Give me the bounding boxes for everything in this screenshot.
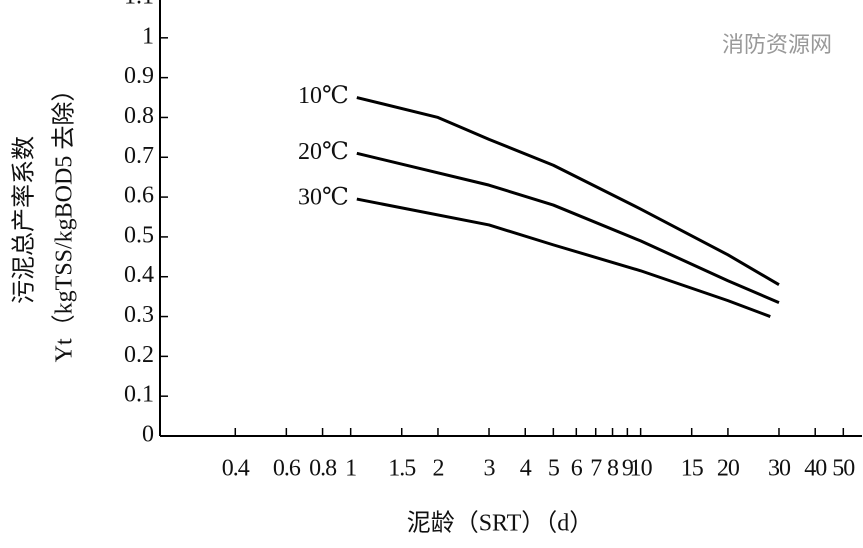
x-tick-label: 40 xyxy=(804,456,827,482)
y-axis-label: 污泥总产率系数 xyxy=(11,136,38,304)
x-tick-label: 20 xyxy=(717,456,740,482)
y-tick-label: 0.2 xyxy=(124,342,154,368)
x-tick-label: 50 xyxy=(832,456,855,482)
line xyxy=(356,151,780,304)
x-tick-label: 6 xyxy=(571,456,583,482)
x-tick-label: 2 xyxy=(432,456,443,482)
x-tick-label: 15 xyxy=(681,456,704,482)
x-tick-label: 1.5 xyxy=(388,456,416,482)
x-tick-label: 9 xyxy=(622,456,634,482)
line xyxy=(356,197,771,318)
y-tick-label: 0.6 xyxy=(124,183,154,209)
y-tick-label: 0.8 xyxy=(124,103,154,129)
series-label: 30℃ xyxy=(298,185,349,211)
series-label: 20℃ xyxy=(298,139,349,165)
x-tick-label: 8 xyxy=(607,456,619,482)
watermark: 消防资源网 xyxy=(722,33,832,58)
x-tick-label: 0.4 xyxy=(222,456,250,482)
y-tick-label: 1 xyxy=(142,23,154,49)
x-tick-label: 0.8 xyxy=(309,456,337,482)
x-tick-label: 1 xyxy=(345,456,356,482)
y-tick-label: 1.1 xyxy=(124,0,154,10)
x-tick-label: 10 xyxy=(630,456,653,482)
line xyxy=(356,96,780,286)
x-axis-label: 泥龄（SRT）（d） xyxy=(407,510,594,537)
y-tick-label: 0.4 xyxy=(124,262,154,288)
y-tick-label: 0.3 xyxy=(124,302,154,328)
y-tick-label: 0.7 xyxy=(124,143,154,169)
y-tick-label: 0.9 xyxy=(124,63,154,89)
y-axis-label: Yt（kgTSS/kgBOD5 去除） xyxy=(51,78,78,363)
x-tick-label: 7 xyxy=(590,456,602,482)
y-tick-label: 0 xyxy=(142,422,154,448)
y-tick-label: 0.1 xyxy=(124,382,154,408)
x-tick-label: 3 xyxy=(484,456,496,482)
x-tick-label: 30 xyxy=(768,456,791,482)
x-tick-label: 5 xyxy=(548,456,560,482)
series-label: 10℃ xyxy=(298,83,349,109)
x-tick-label: 0.6 xyxy=(273,456,301,482)
y-tick-label: 0.5 xyxy=(124,222,154,248)
x-tick-label: 4 xyxy=(520,456,532,482)
